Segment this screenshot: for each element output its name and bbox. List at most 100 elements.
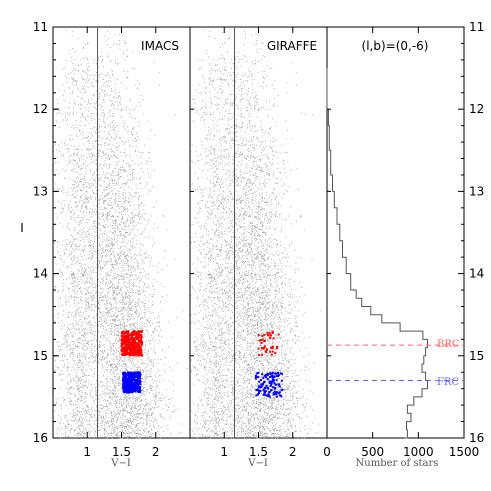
star-point	[276, 391, 279, 394]
star-point	[130, 380, 133, 383]
star-point	[263, 380, 266, 383]
star-point	[278, 391, 281, 394]
star-point	[262, 347, 265, 350]
star-point	[130, 377, 133, 380]
star-point	[267, 394, 270, 397]
star-point	[126, 345, 129, 348]
star-point	[121, 335, 124, 338]
star-point	[127, 333, 130, 336]
star-point	[131, 336, 134, 339]
star-point	[258, 354, 261, 357]
star-point	[131, 387, 134, 390]
star-point	[135, 354, 138, 357]
panel-histogram-frame	[326, 26, 465, 439]
x-tick-label: 1.5	[112, 445, 131, 459]
star-point	[120, 353, 123, 356]
y-axis-label: I	[20, 221, 24, 235]
star-point	[123, 391, 126, 394]
star-point	[130, 350, 133, 353]
star-point	[264, 350, 267, 353]
star-point	[132, 342, 135, 345]
star-point	[255, 394, 258, 397]
star-point	[135, 336, 138, 339]
star-point	[135, 378, 138, 381]
star-point	[262, 382, 265, 385]
giraffe-brc-stars	[257, 330, 280, 357]
star-point	[275, 345, 278, 348]
frc-label: FRC	[437, 377, 459, 388]
star-point	[126, 352, 129, 355]
star-point	[136, 332, 139, 335]
star-point	[128, 380, 131, 383]
star-point	[123, 354, 126, 357]
star-point	[124, 377, 127, 380]
star-point	[271, 386, 274, 389]
star-point	[130, 346, 133, 349]
star-point	[128, 354, 131, 357]
star-point	[128, 375, 131, 378]
panel-label-imacs: IMACS	[141, 39, 179, 53]
star-point	[261, 353, 264, 356]
star-point	[139, 375, 142, 378]
star-point	[127, 385, 130, 388]
star-point	[139, 381, 142, 384]
star-point	[271, 378, 274, 381]
star-point	[139, 345, 142, 348]
star-point	[269, 376, 272, 379]
star-point	[263, 392, 266, 395]
star-point	[275, 372, 278, 375]
star-point	[126, 384, 129, 387]
star-point	[128, 346, 131, 349]
star-point	[272, 337, 275, 340]
star-point	[130, 382, 133, 385]
star-point	[132, 348, 135, 351]
star-point	[140, 337, 143, 340]
star-point	[269, 384, 272, 387]
star-point	[262, 393, 265, 396]
star-point	[137, 383, 140, 386]
star-point	[134, 389, 137, 392]
star-point	[264, 345, 267, 348]
star-point	[126, 344, 129, 347]
star-point	[123, 374, 126, 377]
star-point	[134, 381, 137, 384]
star-point	[127, 381, 130, 384]
star-point	[140, 340, 143, 343]
star-point	[270, 382, 273, 385]
star-point	[258, 380, 261, 383]
star-point	[260, 383, 263, 386]
imacs-brc-stars	[120, 330, 144, 357]
star-point	[130, 332, 133, 335]
star-point	[271, 347, 274, 350]
star-point	[138, 349, 141, 352]
star-point	[135, 350, 138, 353]
star-point	[275, 393, 278, 396]
star-point	[121, 339, 124, 342]
star-point	[271, 350, 274, 353]
star-point	[122, 337, 125, 340]
star-point	[275, 374, 278, 377]
y-tick-label: 13	[33, 184, 48, 198]
star-point	[131, 345, 134, 348]
brc-stars-layer	[120, 330, 280, 357]
star-point	[255, 388, 258, 391]
star-point	[274, 351, 277, 354]
star-point	[131, 383, 134, 386]
star-point	[133, 378, 136, 381]
x-tick-label: 0	[323, 445, 331, 459]
star-point	[265, 348, 268, 351]
field-stars-layer	[53, 28, 327, 439]
star-point	[268, 332, 271, 335]
star-point	[121, 331, 124, 334]
star-point	[125, 331, 128, 334]
star-point	[121, 350, 124, 353]
star-point	[273, 390, 276, 393]
panel-imacs-frame	[52, 26, 191, 439]
x-tick-label: 2	[289, 445, 297, 459]
star-point	[134, 386, 137, 389]
star-point	[122, 348, 125, 351]
star-point	[124, 339, 127, 342]
star-point	[134, 350, 137, 353]
star-point	[127, 353, 130, 356]
